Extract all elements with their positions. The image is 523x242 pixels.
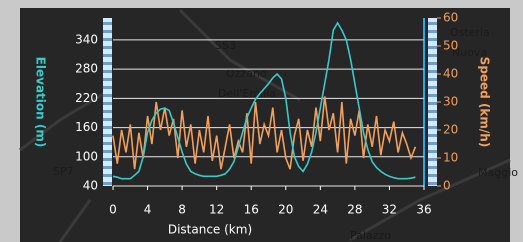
y-tick-label: 160 (75, 120, 98, 134)
axis-bar-stripe (103, 150, 112, 153)
axis-bar-stripe (428, 110, 437, 113)
map-label: Osteria (450, 26, 490, 39)
axis-bar-stripe (428, 182, 437, 185)
axis-bar-stripe (103, 62, 112, 65)
y2-tick-label: 30 (443, 95, 458, 109)
axis-bar-stripe (428, 54, 437, 57)
axis-bar-stripe (428, 102, 437, 105)
y2-tick-label: 20 (443, 123, 458, 137)
axis-bar-stripe (428, 166, 437, 169)
y-tick-label: 100 (75, 149, 98, 163)
axis-bar-stripe (103, 142, 112, 145)
y-tick-label: 40 (83, 179, 98, 193)
axis-bar-stripe (103, 166, 112, 169)
y2-tick-label: 0 (443, 179, 451, 193)
y2-axis-title: Speed (km/h) (478, 57, 492, 148)
x-tick-label: 8 (178, 203, 186, 217)
axis-bar-stripe (428, 78, 437, 81)
y2-tick-label: 60 (443, 11, 458, 25)
x-tick-label: 0 (109, 203, 117, 217)
axis-bar-stripe (428, 70, 437, 73)
axis-bar-stripe (428, 150, 437, 153)
axis-bar-stripe (428, 30, 437, 33)
x-tick-label: 20 (278, 203, 293, 217)
y2-tick-label: 40 (443, 67, 458, 81)
axis-bar-stripe (428, 158, 437, 161)
x-tick-label: 24 (313, 203, 328, 217)
axis-bar-stripe (103, 78, 112, 81)
axis-bar-stripe (428, 86, 437, 89)
y-tick-label: 220 (75, 91, 98, 105)
axis-bar-stripe (103, 22, 112, 25)
x-tick-label: 36 (416, 203, 431, 217)
map-label: Palazzo (350, 229, 391, 242)
axis-bar-stripe (103, 126, 112, 129)
y-tick-label: 340 (75, 32, 98, 46)
axis-bar-stripe (428, 94, 437, 97)
axis-bar-stripe (428, 38, 437, 41)
y-axis-title: Elevation (m) (34, 57, 48, 148)
x-tick-label: 12 (209, 203, 224, 217)
axis-bar-stripe (428, 46, 437, 49)
axis-bar-stripe (428, 118, 437, 121)
axis-bar-stripe (103, 118, 112, 121)
map-label: Maggio (478, 166, 518, 179)
axis-bar-stripe (103, 182, 112, 185)
x-tick-label: 28 (347, 203, 362, 217)
map-label: SS3 (215, 39, 236, 52)
axis-bar-stripe (428, 62, 437, 65)
y2-tick-label: 50 (443, 39, 458, 53)
axis-bar-stripe (103, 158, 112, 161)
chart: Distance (km) Elevation (m) Speed (km/h)… (0, 0, 523, 242)
axis-bar-stripe (428, 22, 437, 25)
axis-bar-stripe (103, 86, 112, 89)
axis-bar-stripe (103, 70, 112, 73)
axis-bar-stripe (103, 102, 112, 105)
axis-bar-stripe (428, 126, 437, 129)
x-axis-title: Distance (km) (168, 223, 252, 237)
axis-bar-stripe (103, 54, 112, 57)
map-label: SP7 (53, 165, 74, 178)
axis-bar-stripe (103, 110, 112, 113)
axis-bar-stripe (103, 94, 112, 97)
axis-bar-stripe (428, 134, 437, 137)
axis-bar-stripe (428, 174, 437, 177)
y-tick-label: 280 (75, 62, 98, 76)
x-tick-label: 4 (144, 203, 152, 217)
axis-bar-stripe (103, 46, 112, 49)
x-tick-label: 16 (244, 203, 259, 217)
axis-bar-stripe (103, 174, 112, 177)
axis-bar-stripe (103, 134, 112, 137)
x-tick-label: 32 (382, 203, 397, 217)
axis-bar-stripe (103, 38, 112, 41)
axis-bar-stripe (428, 142, 437, 145)
y2-tick-label: 10 (443, 151, 458, 165)
axis-bar-stripe (103, 30, 112, 33)
